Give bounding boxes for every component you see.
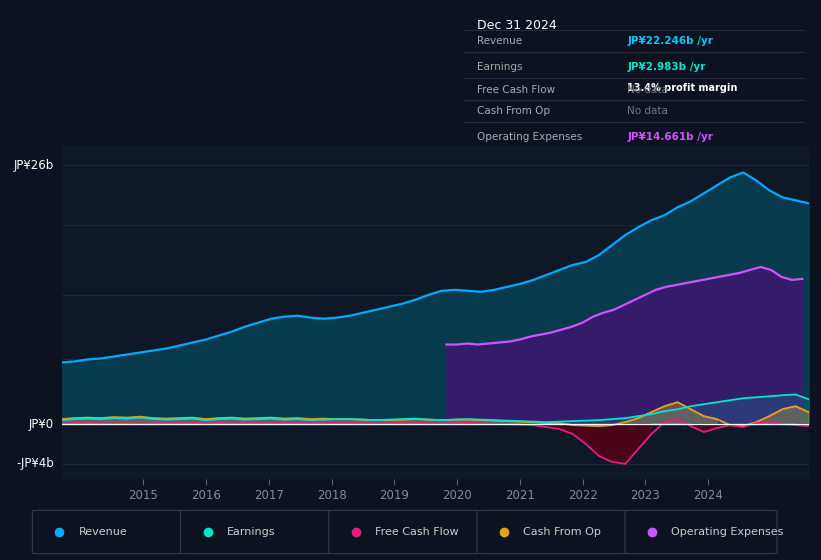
Text: JP¥14.661b /yr: JP¥14.661b /yr xyxy=(627,132,713,142)
Text: Cash From Op: Cash From Op xyxy=(478,106,551,116)
Text: JP¥22.246b /yr: JP¥22.246b /yr xyxy=(627,36,713,46)
Text: No data: No data xyxy=(627,85,668,95)
Text: Free Cash Flow: Free Cash Flow xyxy=(375,527,459,537)
Text: Operating Expenses: Operating Expenses xyxy=(672,527,784,537)
Text: Earnings: Earnings xyxy=(478,62,523,72)
FancyBboxPatch shape xyxy=(181,510,333,554)
Text: Dec 31 2024: Dec 31 2024 xyxy=(478,18,557,31)
Text: -JP¥4b: -JP¥4b xyxy=(16,458,54,470)
FancyBboxPatch shape xyxy=(32,510,185,554)
FancyBboxPatch shape xyxy=(477,510,629,554)
Text: No data: No data xyxy=(627,106,668,116)
Text: Free Cash Flow: Free Cash Flow xyxy=(478,85,556,95)
FancyBboxPatch shape xyxy=(625,510,777,554)
Text: Cash From Op: Cash From Op xyxy=(523,527,601,537)
Text: JP¥0: JP¥0 xyxy=(29,418,54,431)
Text: JP¥26b: JP¥26b xyxy=(14,159,54,172)
Text: JP¥2.983b /yr: JP¥2.983b /yr xyxy=(627,62,706,72)
Text: Earnings: Earnings xyxy=(227,527,275,537)
Text: 13.4% profit margin: 13.4% profit margin xyxy=(627,83,738,93)
FancyBboxPatch shape xyxy=(328,510,481,554)
Text: Revenue: Revenue xyxy=(478,36,523,46)
Text: Operating Expenses: Operating Expenses xyxy=(478,132,583,142)
Text: Revenue: Revenue xyxy=(79,527,127,537)
